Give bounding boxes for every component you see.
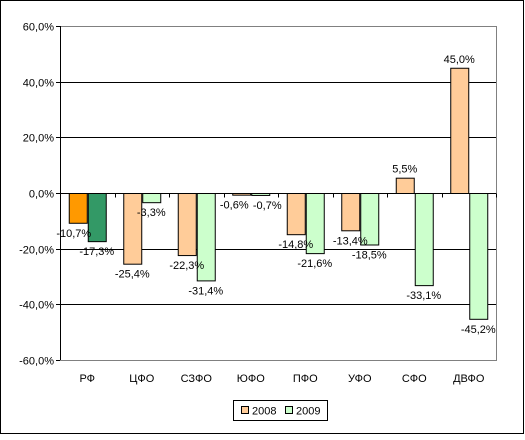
legend-label-2008: 2008 xyxy=(252,406,276,418)
bar-2009-СФО xyxy=(414,193,434,287)
y-tick-label: -40,0% xyxy=(19,300,54,312)
legend-label-2009: 2009 xyxy=(296,406,320,418)
data-label-2009-СЗФО: -31,4% xyxy=(188,285,223,297)
x-tick-label: ДВФО xyxy=(453,373,485,385)
data-label-2009-ДВФО: -45,2% xyxy=(461,324,496,336)
y-tick-label: -60,0% xyxy=(19,356,54,368)
data-label-2008-ЦФО: -25,4% xyxy=(115,269,150,281)
y-tick-label: -20,0% xyxy=(19,245,54,257)
data-label-2009-ПФО: -21,6% xyxy=(297,258,332,270)
legend: 2008 2009 xyxy=(233,400,328,421)
y-tick-label: 60,0% xyxy=(23,22,54,34)
y-tick-label: 0,0% xyxy=(29,189,54,201)
x-tick-label: ЦФО xyxy=(129,373,155,385)
data-label-2008-ПФО: -14,8% xyxy=(278,239,313,251)
x-tick-label: УФО xyxy=(348,373,372,385)
data-label-2009-СФО: -33,1% xyxy=(406,290,441,302)
bar-2008-УФО xyxy=(341,193,361,232)
legend-box xyxy=(233,400,328,421)
data-label-2008-УФО: -13,4% xyxy=(333,235,368,247)
bar-2008-ПФО xyxy=(286,193,306,236)
legend-swatch-2008 xyxy=(241,406,249,414)
x-axis-ticks: РФ ЦФО СЗФО ЮФО ПФО УФО СФО ДВФО xyxy=(60,193,497,385)
data-label-2008-РФ: -10,7% xyxy=(56,228,91,240)
data-label-2008-ДВФО: 45,0% xyxy=(444,54,475,66)
data-label-2009-ЦФО: -3,3% xyxy=(137,207,166,219)
bar-2008-СЗФО xyxy=(177,193,197,257)
data-label-2009-РФ: -17,3% xyxy=(79,246,114,258)
data-labels: -10,7% -17,3%-25,4% -3,3% -22,3% -31,4% -0,6%… xyxy=(56,54,496,336)
bar-2008-ДВФО xyxy=(450,67,470,194)
x-tick-label: ЮФО xyxy=(237,373,265,385)
x-tick-label: СЗФО xyxy=(181,373,213,385)
x-tick-label: РФ xyxy=(79,373,95,385)
bar-2009-ДВФО xyxy=(469,193,489,320)
y-tick-label: 20,0% xyxy=(23,133,54,145)
bar-2008-РФ xyxy=(68,193,88,224)
data-label-2009-ЮФО: -0,7% xyxy=(253,200,282,212)
x-tick-label: ПФО xyxy=(293,373,318,385)
y-tick-label: 40,0% xyxy=(23,78,54,90)
legend-swatch-2009 xyxy=(285,406,293,414)
data-label-2009-УФО: -18,5% xyxy=(352,249,387,261)
data-label-2008-ЮФО: -0,6% xyxy=(220,200,249,212)
x-tick-label: СФО xyxy=(402,373,427,385)
bar-2009-ЦФО xyxy=(142,193,162,204)
bar-2008-СФО xyxy=(395,177,415,194)
data-label-2008-СФО: 5,5% xyxy=(392,164,417,176)
data-label-2008-СЗФО: -22,3% xyxy=(169,260,204,272)
bar-2008-ЦФО xyxy=(123,193,143,265)
